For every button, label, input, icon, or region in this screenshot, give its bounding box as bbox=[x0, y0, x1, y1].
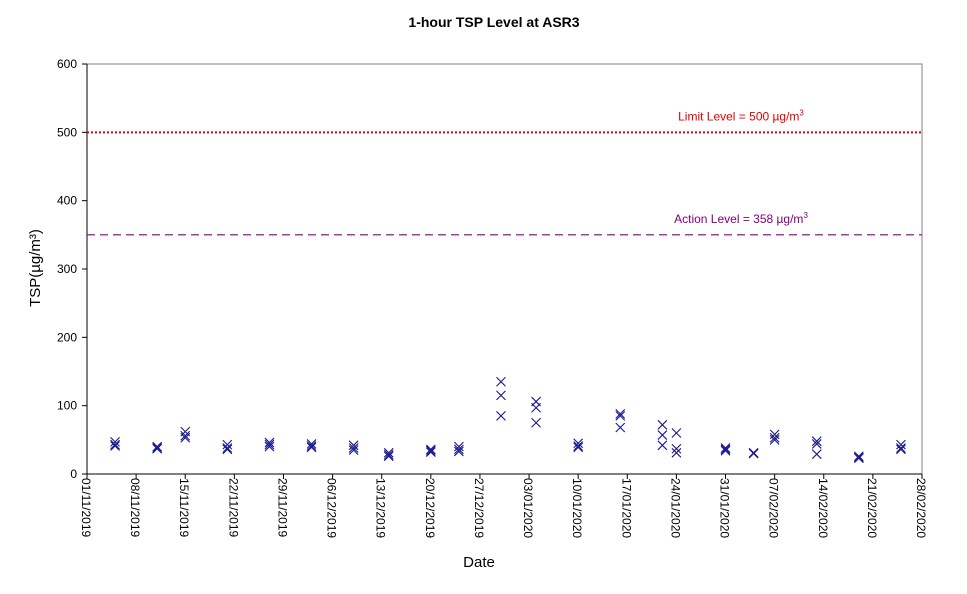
data-point bbox=[573, 441, 584, 451]
data-point bbox=[496, 376, 506, 387]
ref-label-superscript: 3 bbox=[799, 108, 804, 117]
y-axis-ticks: 0 100 200 300 400 500 600 bbox=[57, 57, 87, 481]
x-tick-label: 27/12/2019 bbox=[472, 478, 486, 538]
x-tick-label: 29/11/2019 bbox=[275, 478, 289, 537]
data-point bbox=[671, 428, 682, 438]
data-point bbox=[720, 445, 731, 456]
x-tick-label: 15/11/2019 bbox=[177, 478, 191, 537]
x-tick-label: 07/02/2020 bbox=[767, 478, 781, 538]
x-tick-label: 22/11/2019 bbox=[226, 478, 240, 537]
data-point bbox=[720, 444, 731, 455]
data-point bbox=[348, 443, 359, 453]
data-point bbox=[671, 443, 682, 454]
data-point bbox=[615, 411, 626, 421]
data-point bbox=[769, 432, 780, 443]
data-point bbox=[531, 402, 541, 413]
data-point bbox=[222, 444, 233, 455]
x-tick-label: 24/01/2020 bbox=[668, 478, 682, 538]
ref-label-text: Action Level = 358 µg/m bbox=[674, 212, 803, 226]
data-point bbox=[615, 408, 626, 419]
data-point bbox=[110, 441, 120, 451]
data-point bbox=[383, 447, 394, 458]
data-point bbox=[573, 438, 584, 449]
x-axis-label: Date bbox=[463, 554, 495, 571]
data-point bbox=[454, 444, 464, 455]
data-point bbox=[657, 419, 668, 430]
data-point bbox=[306, 442, 317, 453]
data-point bbox=[110, 439, 120, 450]
y-tick-label: 100 bbox=[57, 399, 77, 413]
data-point bbox=[110, 436, 120, 447]
data-point bbox=[531, 417, 541, 428]
data-point bbox=[180, 430, 191, 441]
data-point bbox=[425, 445, 436, 456]
data-point bbox=[152, 443, 163, 454]
data-point bbox=[306, 439, 317, 449]
ref-label-superscript: 3 bbox=[803, 211, 808, 220]
y-tick-label: 0 bbox=[70, 467, 77, 481]
x-tick-label: 10/01/2020 bbox=[570, 478, 584, 538]
y-tick-label: 400 bbox=[57, 194, 77, 208]
data-point bbox=[425, 444, 436, 455]
chart-title: 1-hour TSP Level at ASR3 bbox=[408, 14, 579, 30]
data-point bbox=[769, 434, 780, 445]
data-point bbox=[264, 439, 275, 450]
y-tick-label: 300 bbox=[57, 262, 77, 276]
data-point bbox=[152, 441, 163, 452]
data-point bbox=[454, 446, 464, 457]
data-point bbox=[720, 443, 731, 453]
data-point bbox=[496, 390, 506, 401]
y-tick-label: 200 bbox=[57, 330, 77, 344]
y-tick-label: 600 bbox=[57, 57, 77, 71]
data-point bbox=[811, 436, 822, 447]
data-points bbox=[110, 376, 906, 464]
data-point bbox=[657, 440, 668, 451]
x-tick-label: 14/02/2020 bbox=[816, 478, 830, 538]
data-point bbox=[896, 439, 906, 450]
data-point bbox=[896, 443, 906, 453]
data-point bbox=[615, 422, 626, 433]
x-tick-label: 21/02/2020 bbox=[865, 478, 879, 538]
x-tick-label: 08/11/2019 bbox=[128, 478, 142, 537]
data-point bbox=[264, 441, 275, 452]
x-tick-label: 01/11/2019 bbox=[79, 478, 93, 537]
x-axis-ticks: 01/11/2019 08/11/2019 15/11/2019 22/11/2019… bbox=[79, 474, 928, 538]
x-tick-label: 20/12/2019 bbox=[423, 478, 437, 538]
x-tick-label: 13/12/2019 bbox=[374, 478, 388, 538]
y-tick-label: 500 bbox=[57, 125, 77, 139]
data-point bbox=[425, 447, 436, 458]
y-axis-label: TSP(µg/m³) bbox=[27, 229, 44, 307]
data-point bbox=[348, 445, 359, 455]
x-tick-label: 28/02/2020 bbox=[914, 478, 928, 538]
ref-label-text: Limit Level = 500 µg/m bbox=[678, 109, 799, 123]
data-point bbox=[496, 411, 506, 421]
data-point bbox=[671, 447, 682, 458]
data-point bbox=[383, 451, 394, 462]
data-point bbox=[657, 430, 668, 440]
limit-level-label: Limit Level = 500 µg/m3 bbox=[678, 108, 804, 123]
data-point bbox=[454, 441, 464, 452]
data-point bbox=[264, 437, 275, 448]
action-level-label: Action Level = 358 µg/m3 bbox=[674, 211, 808, 226]
data-point bbox=[348, 440, 359, 451]
data-point bbox=[383, 449, 394, 460]
data-point bbox=[853, 453, 864, 464]
data-point bbox=[222, 439, 233, 450]
x-tick-label: 17/01/2020 bbox=[619, 478, 633, 538]
data-point bbox=[222, 443, 233, 453]
data-point bbox=[306, 441, 317, 451]
x-tick-label: 31/01/2020 bbox=[718, 478, 732, 538]
data-point bbox=[853, 451, 864, 462]
data-point bbox=[180, 432, 191, 443]
data-point bbox=[896, 444, 906, 455]
data-point bbox=[748, 448, 759, 459]
data-point bbox=[811, 439, 822, 449]
data-point bbox=[811, 449, 822, 460]
x-tick-label: 06/12/2019 bbox=[325, 478, 339, 538]
data-point bbox=[573, 442, 584, 453]
x-tick-label: 03/01/2020 bbox=[521, 478, 535, 538]
